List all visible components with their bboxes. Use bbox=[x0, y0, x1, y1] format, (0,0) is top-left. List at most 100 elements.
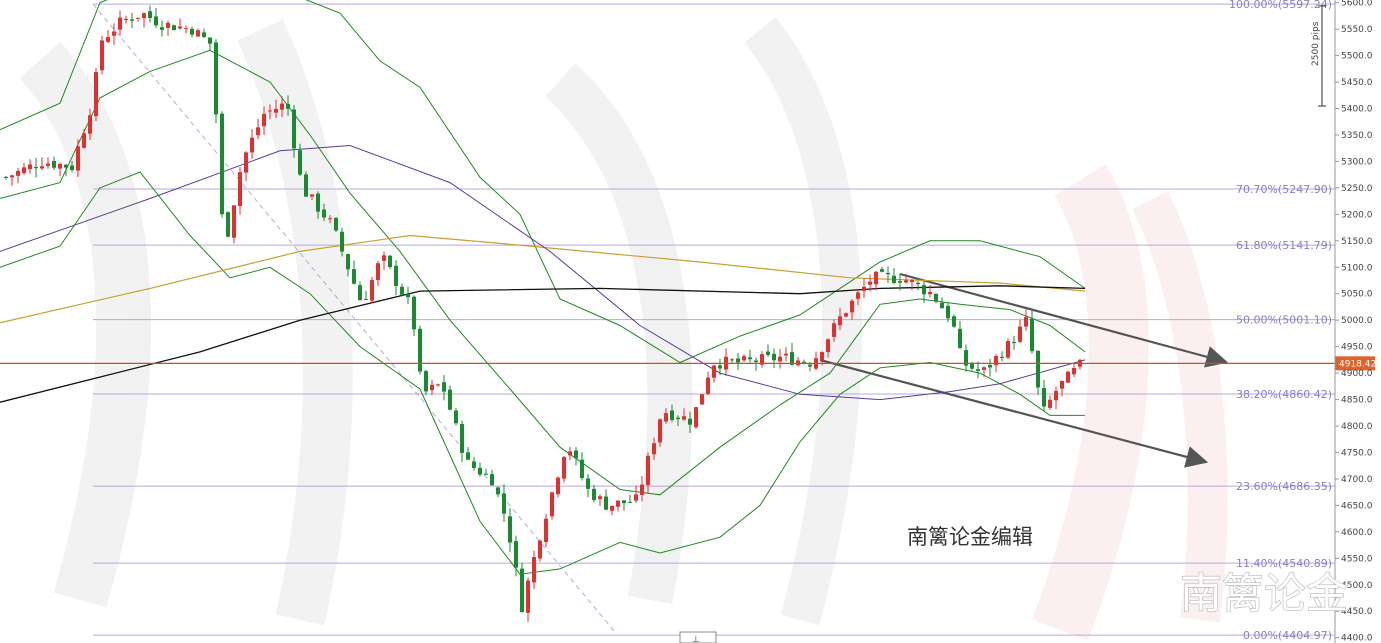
candle bbox=[436, 383, 440, 387]
candle bbox=[1072, 363, 1076, 378]
candle-body bbox=[910, 280, 914, 283]
candle-body bbox=[430, 384, 434, 391]
candle bbox=[862, 278, 866, 298]
candle-body bbox=[340, 231, 344, 252]
y-tick-label: 4650.0 bbox=[1341, 501, 1373, 511]
candle bbox=[460, 420, 464, 463]
fib-label: 23.60%(4686.35) bbox=[1236, 480, 1332, 493]
candle-body bbox=[142, 13, 146, 19]
fib-label: 0.00%(4404.97) bbox=[1243, 629, 1332, 642]
candle-body bbox=[58, 163, 62, 169]
fib-label: 11.40%(4540.89) bbox=[1236, 557, 1332, 570]
y-tick-label: 4750.0 bbox=[1341, 448, 1373, 458]
current-price-line: 4918.42 bbox=[0, 356, 1376, 371]
candle-body bbox=[106, 37, 110, 42]
candle bbox=[868, 274, 872, 292]
candle-body bbox=[778, 356, 782, 362]
candle-body bbox=[922, 285, 926, 295]
candle-body bbox=[1054, 390, 1058, 401]
candle bbox=[280, 96, 284, 118]
candle-body bbox=[322, 209, 326, 218]
candle bbox=[244, 151, 248, 182]
candle-body bbox=[1030, 318, 1034, 352]
candle-body bbox=[730, 359, 734, 361]
candle bbox=[934, 292, 938, 304]
y-tick-label: 4700.0 bbox=[1341, 475, 1373, 485]
candle bbox=[358, 281, 362, 301]
candle-body bbox=[784, 353, 788, 356]
candle bbox=[592, 484, 596, 503]
candle bbox=[298, 143, 302, 177]
candle-body bbox=[952, 316, 956, 327]
candle bbox=[178, 18, 182, 30]
candle-body bbox=[34, 166, 38, 169]
candle bbox=[400, 283, 404, 297]
candle bbox=[160, 20, 164, 37]
candle-body bbox=[52, 160, 56, 168]
candle bbox=[748, 349, 752, 363]
candle-body bbox=[262, 113, 266, 127]
candle-body bbox=[232, 205, 236, 238]
candle-body bbox=[376, 263, 380, 281]
fib-label: 50.00%(5001.10) bbox=[1236, 314, 1332, 327]
candle-body bbox=[358, 285, 362, 301]
candle-body bbox=[1066, 371, 1070, 383]
candle bbox=[622, 500, 626, 511]
candle-body bbox=[916, 282, 920, 285]
candle-body bbox=[736, 358, 740, 363]
candle bbox=[514, 535, 518, 577]
candle-body bbox=[352, 269, 356, 284]
candle bbox=[664, 408, 668, 424]
y-axis[interactable]: 5600.0 5550.0 5500.0 5450.0 5400.0 5350.0 5300… bbox=[1335, 0, 1373, 643]
candle bbox=[676, 415, 680, 426]
candle bbox=[202, 28, 206, 39]
candle bbox=[286, 95, 290, 116]
candle bbox=[484, 469, 488, 475]
candle bbox=[262, 106, 266, 135]
candle-body bbox=[100, 40, 104, 71]
candle bbox=[544, 513, 548, 548]
candle-body bbox=[652, 443, 656, 455]
candle-body bbox=[184, 28, 188, 30]
candle-body bbox=[718, 365, 722, 369]
pips-label: 2500 pips bbox=[1311, 21, 1321, 66]
time-marker-icon[interactable]: ⊥ bbox=[679, 631, 717, 643]
candle bbox=[406, 286, 410, 304]
candle bbox=[118, 10, 122, 36]
candle-body bbox=[220, 113, 224, 215]
candle bbox=[580, 452, 584, 481]
candle-body bbox=[700, 394, 704, 405]
candle bbox=[1012, 335, 1016, 350]
candle-body bbox=[406, 294, 410, 298]
candle-body bbox=[16, 170, 20, 176]
candle-body bbox=[610, 505, 614, 511]
candle bbox=[502, 484, 506, 522]
candle-body bbox=[964, 350, 968, 366]
fib-diagonal bbox=[92, 3, 616, 633]
candle-body bbox=[280, 103, 284, 110]
candle-body bbox=[748, 357, 752, 360]
candle bbox=[652, 437, 656, 460]
candle-body bbox=[178, 26, 182, 29]
candle bbox=[922, 281, 926, 303]
candle bbox=[370, 276, 374, 303]
candle bbox=[82, 128, 86, 149]
candle bbox=[58, 162, 62, 176]
candle-body bbox=[850, 300, 854, 313]
candle-body bbox=[172, 25, 176, 31]
candle-body bbox=[892, 275, 896, 283]
candle-body bbox=[238, 172, 242, 207]
candle-body bbox=[940, 302, 944, 309]
candle-body bbox=[274, 109, 278, 113]
candle bbox=[610, 505, 614, 516]
y-tick-label: 4400.0 bbox=[1341, 634, 1373, 643]
candle bbox=[568, 447, 572, 461]
candle-body bbox=[946, 305, 950, 319]
candle-body bbox=[988, 364, 992, 368]
candle bbox=[886, 266, 890, 283]
candle-body bbox=[370, 280, 374, 301]
candle bbox=[238, 167, 242, 215]
upper-trend-arrow bbox=[899, 272, 1229, 368]
candle-body bbox=[1012, 342, 1016, 344]
